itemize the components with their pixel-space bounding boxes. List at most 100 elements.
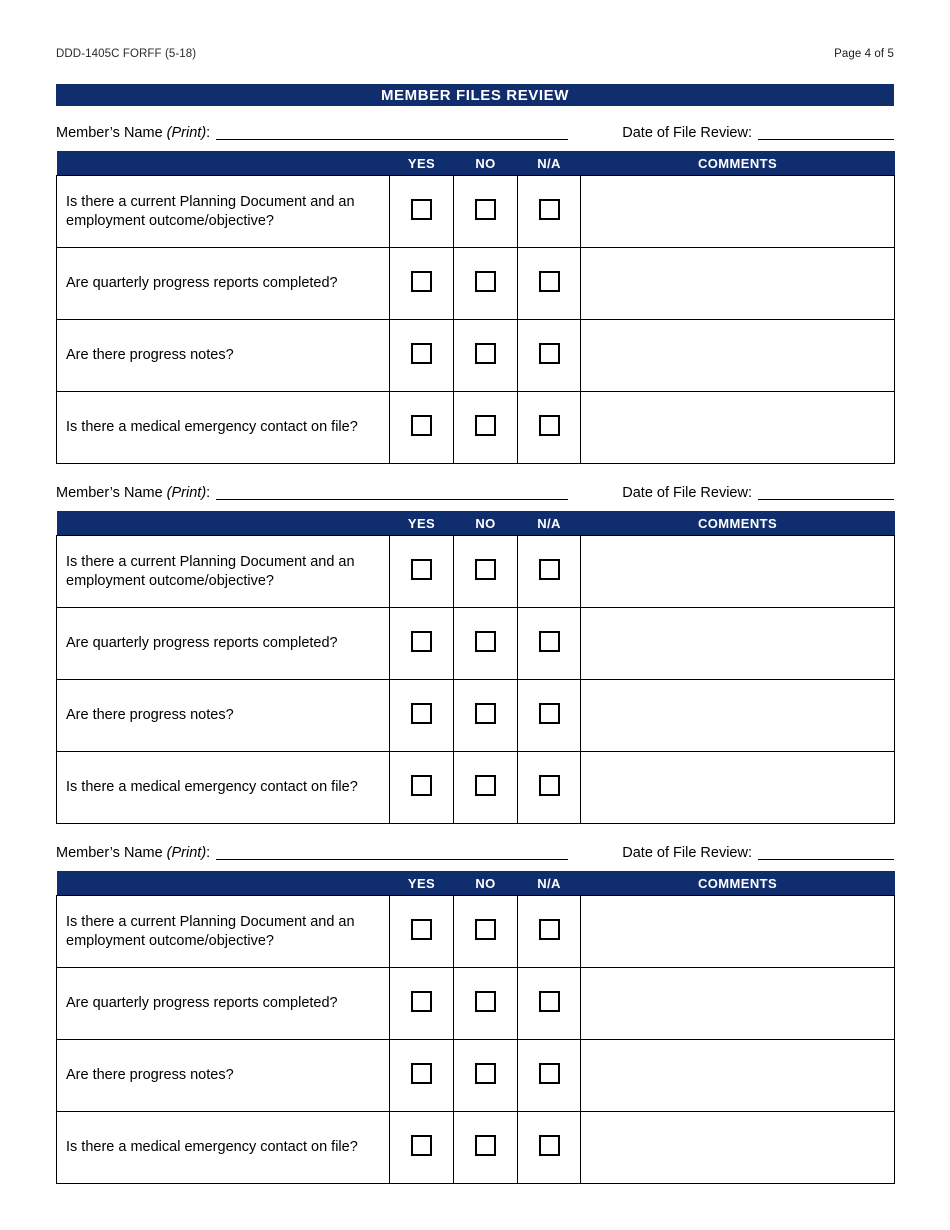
date-of-review-input[interactable]	[758, 485, 894, 500]
member-name-group: Member’s Name (Print):	[56, 485, 569, 500]
table-header-row: YES NO N/A COMMENTS	[56, 511, 895, 536]
checkbox-na-icon[interactable]	[538, 990, 560, 1012]
no-cell[interactable]	[453, 1039, 518, 1112]
no-cell[interactable]	[453, 319, 518, 392]
checkbox-yes-icon[interactable]	[411, 342, 432, 364]
checkbox-no-icon[interactable]	[475, 702, 496, 724]
comments-cell[interactable]	[580, 967, 895, 1040]
checkbox-no-icon[interactable]	[475, 1134, 496, 1156]
checkbox-na-icon[interactable]	[538, 630, 560, 652]
member-name-input[interactable]	[216, 845, 569, 860]
checkbox-no-icon[interactable]	[475, 558, 496, 580]
checkbox-yes-icon[interactable]	[411, 558, 432, 580]
checkbox-na-icon[interactable]	[538, 1062, 560, 1084]
na-cell[interactable]	[517, 1111, 581, 1184]
checkbox-na-icon[interactable]	[538, 198, 560, 220]
no-cell[interactable]	[453, 751, 518, 824]
checkbox-yes-icon[interactable]	[411, 270, 432, 292]
checkbox-no-icon[interactable]	[475, 342, 496, 364]
checkbox-no-icon[interactable]	[475, 414, 496, 436]
na-cell[interactable]	[517, 751, 581, 824]
yes-cell[interactable]	[389, 751, 454, 824]
checkbox-yes-icon[interactable]	[411, 1134, 432, 1156]
na-cell[interactable]	[517, 679, 581, 752]
checkbox-no-icon[interactable]	[475, 774, 496, 796]
yes-cell[interactable]	[389, 895, 454, 968]
na-cell[interactable]	[517, 247, 581, 320]
member-name-input[interactable]	[216, 485, 569, 500]
no-cell[interactable]	[453, 967, 518, 1040]
comments-cell[interactable]	[580, 679, 895, 752]
comments-cell[interactable]	[580, 751, 895, 824]
na-cell[interactable]	[517, 535, 581, 608]
checkbox-yes-icon[interactable]	[411, 990, 432, 1012]
comments-cell[interactable]	[580, 535, 895, 608]
checkbox-no-icon[interactable]	[475, 918, 496, 940]
checkbox-na-icon[interactable]	[538, 414, 560, 436]
na-cell[interactable]	[517, 895, 581, 968]
checkbox-na-icon[interactable]	[538, 342, 560, 364]
comments-cell[interactable]	[580, 607, 895, 680]
comments-cell[interactable]	[580, 175, 895, 248]
no-cell[interactable]	[453, 391, 518, 464]
yes-cell[interactable]	[389, 607, 454, 680]
no-cell[interactable]	[453, 895, 518, 968]
yes-cell[interactable]	[389, 175, 454, 248]
yes-cell[interactable]	[389, 535, 454, 608]
yes-cell[interactable]	[389, 319, 454, 392]
no-cell[interactable]	[453, 535, 518, 608]
no-cell[interactable]	[453, 175, 518, 248]
checkbox-yes-icon[interactable]	[411, 774, 432, 796]
checkbox-na-icon[interactable]	[538, 702, 560, 724]
comments-cell[interactable]	[580, 319, 895, 392]
header-yes: YES	[389, 151, 454, 176]
table-row: Is there a medical emergency contact on …	[56, 1111, 895, 1184]
review-table: YES NO N/A COMMENTS Is there a current P…	[56, 511, 895, 824]
no-cell[interactable]	[453, 247, 518, 320]
no-cell[interactable]	[453, 679, 518, 752]
comments-cell[interactable]	[580, 895, 895, 968]
table-row: Are quarterly progress reports completed…	[56, 967, 895, 1040]
checkbox-yes-icon[interactable]	[411, 414, 432, 436]
comments-cell[interactable]	[580, 1111, 895, 1184]
comments-cell[interactable]	[580, 391, 895, 464]
checkbox-no-icon[interactable]	[475, 630, 496, 652]
checkbox-no-icon[interactable]	[475, 1062, 496, 1084]
header-comments: COMMENTS	[580, 151, 895, 176]
yes-cell[interactable]	[389, 247, 454, 320]
checkbox-na-icon[interactable]	[538, 918, 560, 940]
checkbox-yes-icon[interactable]	[411, 1062, 432, 1084]
comments-cell[interactable]	[580, 247, 895, 320]
yes-cell[interactable]	[389, 391, 454, 464]
yes-cell[interactable]	[389, 1039, 454, 1112]
checkbox-na-icon[interactable]	[538, 558, 560, 580]
na-cell[interactable]	[517, 1039, 581, 1112]
date-of-review-input[interactable]	[758, 845, 894, 860]
yes-cell[interactable]	[389, 679, 454, 752]
na-cell[interactable]	[517, 391, 581, 464]
na-cell[interactable]	[517, 319, 581, 392]
header-question	[56, 511, 390, 536]
checkbox-na-icon[interactable]	[538, 270, 560, 292]
checkbox-na-icon[interactable]	[538, 774, 560, 796]
header-na: N/A	[517, 511, 581, 536]
no-cell[interactable]	[453, 1111, 518, 1184]
checkbox-no-icon[interactable]	[475, 270, 496, 292]
checkbox-yes-icon[interactable]	[411, 918, 432, 940]
na-cell[interactable]	[517, 175, 581, 248]
checkbox-yes-icon[interactable]	[411, 702, 432, 724]
checkbox-yes-icon[interactable]	[411, 630, 432, 652]
checkbox-no-icon[interactable]	[475, 990, 496, 1012]
na-cell[interactable]	[517, 607, 581, 680]
no-cell[interactable]	[453, 607, 518, 680]
member-name-input[interactable]	[216, 125, 569, 140]
date-of-review-input[interactable]	[758, 125, 894, 140]
na-cell[interactable]	[517, 967, 581, 1040]
checkbox-yes-icon[interactable]	[411, 198, 432, 220]
review-table: YES NO N/A COMMENTS Is there a current P…	[56, 871, 895, 1184]
checkbox-no-icon[interactable]	[475, 198, 496, 220]
yes-cell[interactable]	[389, 1111, 454, 1184]
comments-cell[interactable]	[580, 1039, 895, 1112]
checkbox-na-icon[interactable]	[538, 1134, 560, 1156]
yes-cell[interactable]	[389, 967, 454, 1040]
